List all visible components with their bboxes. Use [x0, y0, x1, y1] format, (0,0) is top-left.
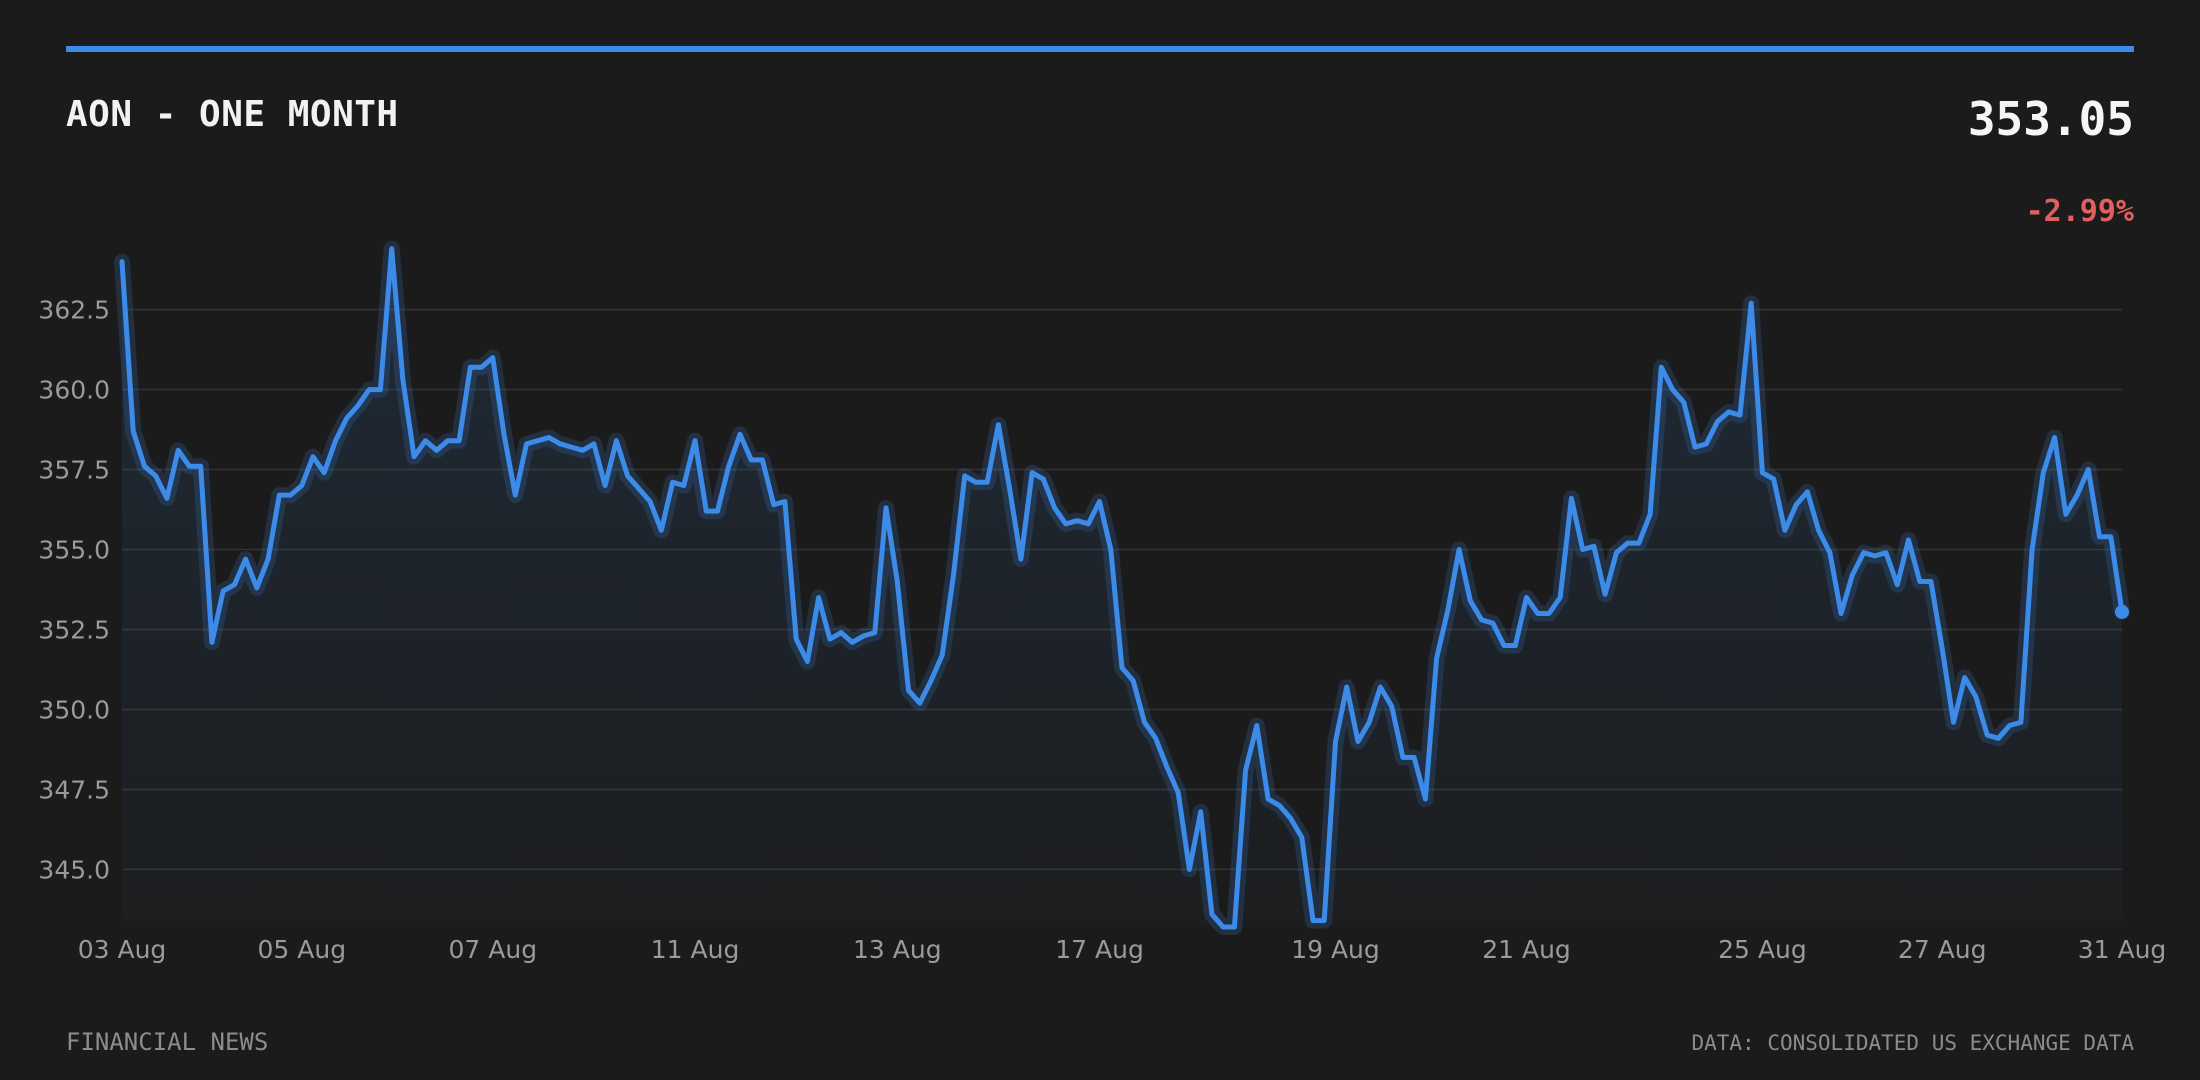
price-area-fill [122, 248, 2122, 928]
y-tick-label: 352.5 [38, 615, 110, 644]
y-axis-ticks: 345.0 347.5 350.0 352.5 355.0 357.5 360.0 362.5 [38, 296, 110, 885]
data-attribution: DATA: CONSOLIDATED US EXCHANGE DATA [1691, 1031, 2134, 1055]
y-tick-label: 350.0 [38, 695, 110, 724]
x-axis-ticks: 03 Aug 05 Aug 07 Aug 11 Aug 13 Aug 17 Aug 19 A… [78, 935, 2167, 964]
y-tick-label: 355.0 [38, 536, 110, 565]
x-tick-label: 21 Aug [1482, 935, 1571, 964]
x-tick-label: 05 Aug [257, 935, 346, 964]
source-credit: FINANCIAL NEWS [66, 1028, 269, 1056]
x-tick-label: 25 Aug [1718, 935, 1807, 964]
price-line [119, 246, 2125, 930]
x-tick-label: 03 Aug [78, 935, 167, 964]
x-tick-label: 11 Aug [651, 935, 740, 964]
x-tick-label: 19 Aug [1291, 935, 1380, 964]
y-tick-label: 347.5 [38, 775, 110, 804]
x-tick-label: 31 Aug [2078, 935, 2167, 964]
last-price-point [2115, 604, 2129, 619]
x-tick-label: 17 Aug [1055, 935, 1144, 964]
x-tick-label: 07 Aug [448, 935, 537, 964]
y-tick-label: 360.0 [38, 376, 110, 405]
price-change-percent: -2.99% [2025, 194, 2134, 229]
current-price: 353.05 [1967, 92, 2134, 146]
x-tick-label: 13 Aug [853, 935, 942, 964]
top-accent-rule [66, 46, 2134, 52]
chart-title: AON - ONE MONTH [66, 94, 399, 135]
y-tick-label: 362.5 [38, 296, 110, 325]
y-tick-label: 357.5 [38, 456, 110, 485]
y-tick-label: 345.0 [38, 855, 110, 884]
x-tick-label: 27 Aug [1898, 935, 1987, 964]
